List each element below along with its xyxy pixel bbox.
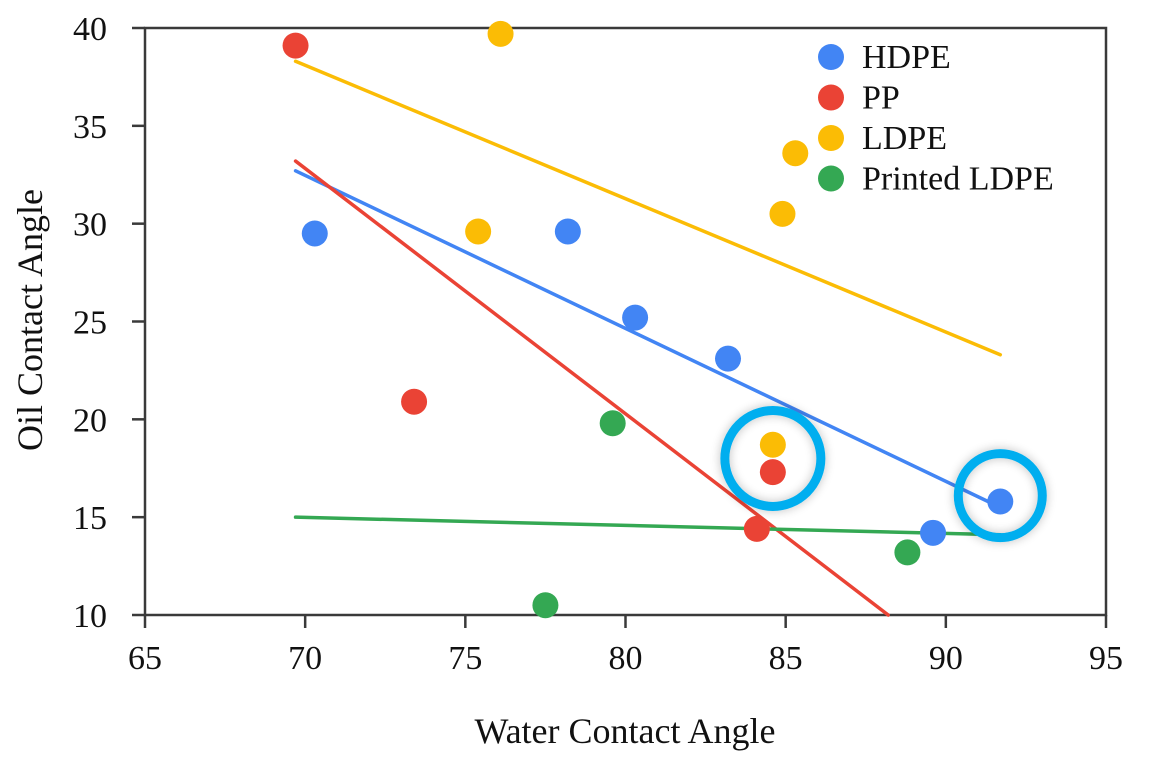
- y-axis-title: Oil Contact Angle: [10, 189, 50, 451]
- point-hdpe: [920, 519, 947, 546]
- trendline-printed-ldpe: [293, 515, 1003, 537]
- x-tick-label: 95: [1089, 640, 1123, 677]
- point-pp: [743, 515, 770, 542]
- point-hdpe: [622, 304, 649, 331]
- legend-marker: [818, 44, 844, 70]
- point-ldpe: [782, 140, 809, 167]
- point-pp: [401, 388, 428, 415]
- point-ldpe: [759, 431, 786, 458]
- legend-marker: [818, 165, 844, 192]
- x-axis: 65 70 75 80 85 90 95: [128, 615, 1123, 677]
- x-tick-label: 90: [929, 640, 963, 677]
- legend-label: LDPE: [862, 120, 947, 157]
- point-ldpe: [465, 218, 492, 245]
- trendline-hdpe: [293, 169, 1003, 510]
- point-pp: [759, 459, 786, 486]
- point-hdpe: [987, 488, 1014, 515]
- trendline-ldpe: [293, 59, 1003, 357]
- legend-label: HDPE: [862, 39, 951, 76]
- legend-marker: [818, 84, 844, 111]
- legend-label: PP: [862, 80, 900, 117]
- x-tick-label: 75: [448, 640, 482, 677]
- y-tick-label: 35: [73, 109, 107, 146]
- trendline-pp: [293, 159, 890, 617]
- y-tick-label: 25: [73, 305, 107, 342]
- legend-label: Printed LDPE: [862, 161, 1054, 198]
- point-hdpe: [554, 218, 581, 245]
- point-hdpe: [715, 345, 742, 372]
- y-axis: 10 15 20 25 30 35 40: [73, 11, 145, 635]
- highlight-circle: [720, 405, 826, 511]
- x-tick-label: 65: [128, 640, 162, 677]
- point-printed-ldpe: [532, 592, 559, 619]
- trendlines: [293, 59, 1003, 617]
- y-tick-label: 15: [73, 500, 107, 537]
- annotations: [720, 405, 1047, 543]
- y-tick-label: 40: [73, 11, 107, 48]
- legend-marker: [818, 125, 844, 151]
- y-tick-label: 20: [73, 402, 107, 439]
- x-axis-title: Water Contact Angle: [474, 711, 775, 751]
- point-printed-ldpe: [599, 410, 626, 437]
- x-tick-label: 85: [769, 640, 803, 677]
- point-ldpe: [769, 200, 796, 227]
- point-printed-ldpe: [894, 539, 921, 566]
- point-hdpe: [301, 220, 328, 247]
- y-tick-label: 10: [73, 598, 107, 635]
- data-points: [282, 20, 1014, 619]
- x-tick-label: 80: [609, 640, 643, 677]
- point-pp: [282, 32, 309, 59]
- highlight-circle: [953, 449, 1047, 543]
- x-tick-label: 70: [288, 640, 322, 677]
- y-tick-label: 30: [73, 207, 107, 244]
- point-ldpe: [487, 20, 514, 47]
